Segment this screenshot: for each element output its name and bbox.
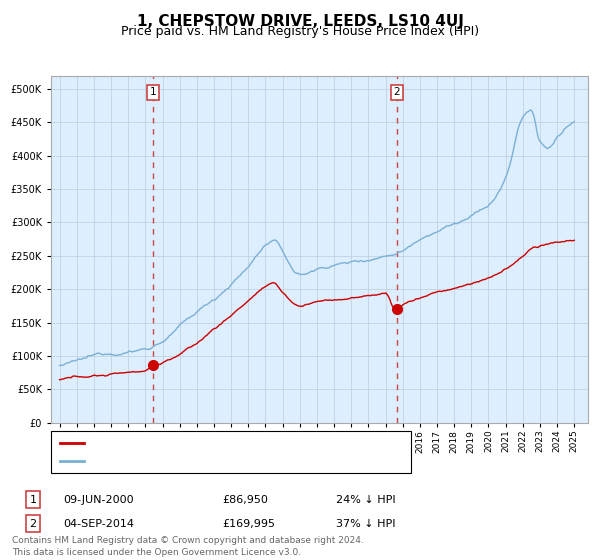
Text: Price paid vs. HM Land Registry's House Price Index (HPI): Price paid vs. HM Land Registry's House …: [121, 25, 479, 38]
Text: 1, CHEPSTOW DRIVE, LEEDS, LS10 4UJ: 1, CHEPSTOW DRIVE, LEEDS, LS10 4UJ: [137, 14, 463, 29]
Text: 1: 1: [149, 87, 156, 97]
Text: 1, CHEPSTOW DRIVE, LEEDS, LS10 4UJ (detached house): 1, CHEPSTOW DRIVE, LEEDS, LS10 4UJ (deta…: [88, 438, 383, 448]
Text: 2: 2: [29, 519, 37, 529]
Text: £86,950: £86,950: [222, 494, 268, 505]
Text: 1: 1: [29, 494, 37, 505]
Text: 04-SEP-2014: 04-SEP-2014: [63, 519, 134, 529]
Text: £169,995: £169,995: [222, 519, 275, 529]
Text: HPI: Average price, detached house, Leeds: HPI: Average price, detached house, Leed…: [88, 456, 311, 466]
Text: 37% ↓ HPI: 37% ↓ HPI: [336, 519, 395, 529]
Text: Contains HM Land Registry data © Crown copyright and database right 2024.
This d: Contains HM Land Registry data © Crown c…: [12, 536, 364, 557]
Text: 24% ↓ HPI: 24% ↓ HPI: [336, 494, 395, 505]
Text: 09-JUN-2000: 09-JUN-2000: [63, 494, 134, 505]
Text: 2: 2: [394, 87, 400, 97]
